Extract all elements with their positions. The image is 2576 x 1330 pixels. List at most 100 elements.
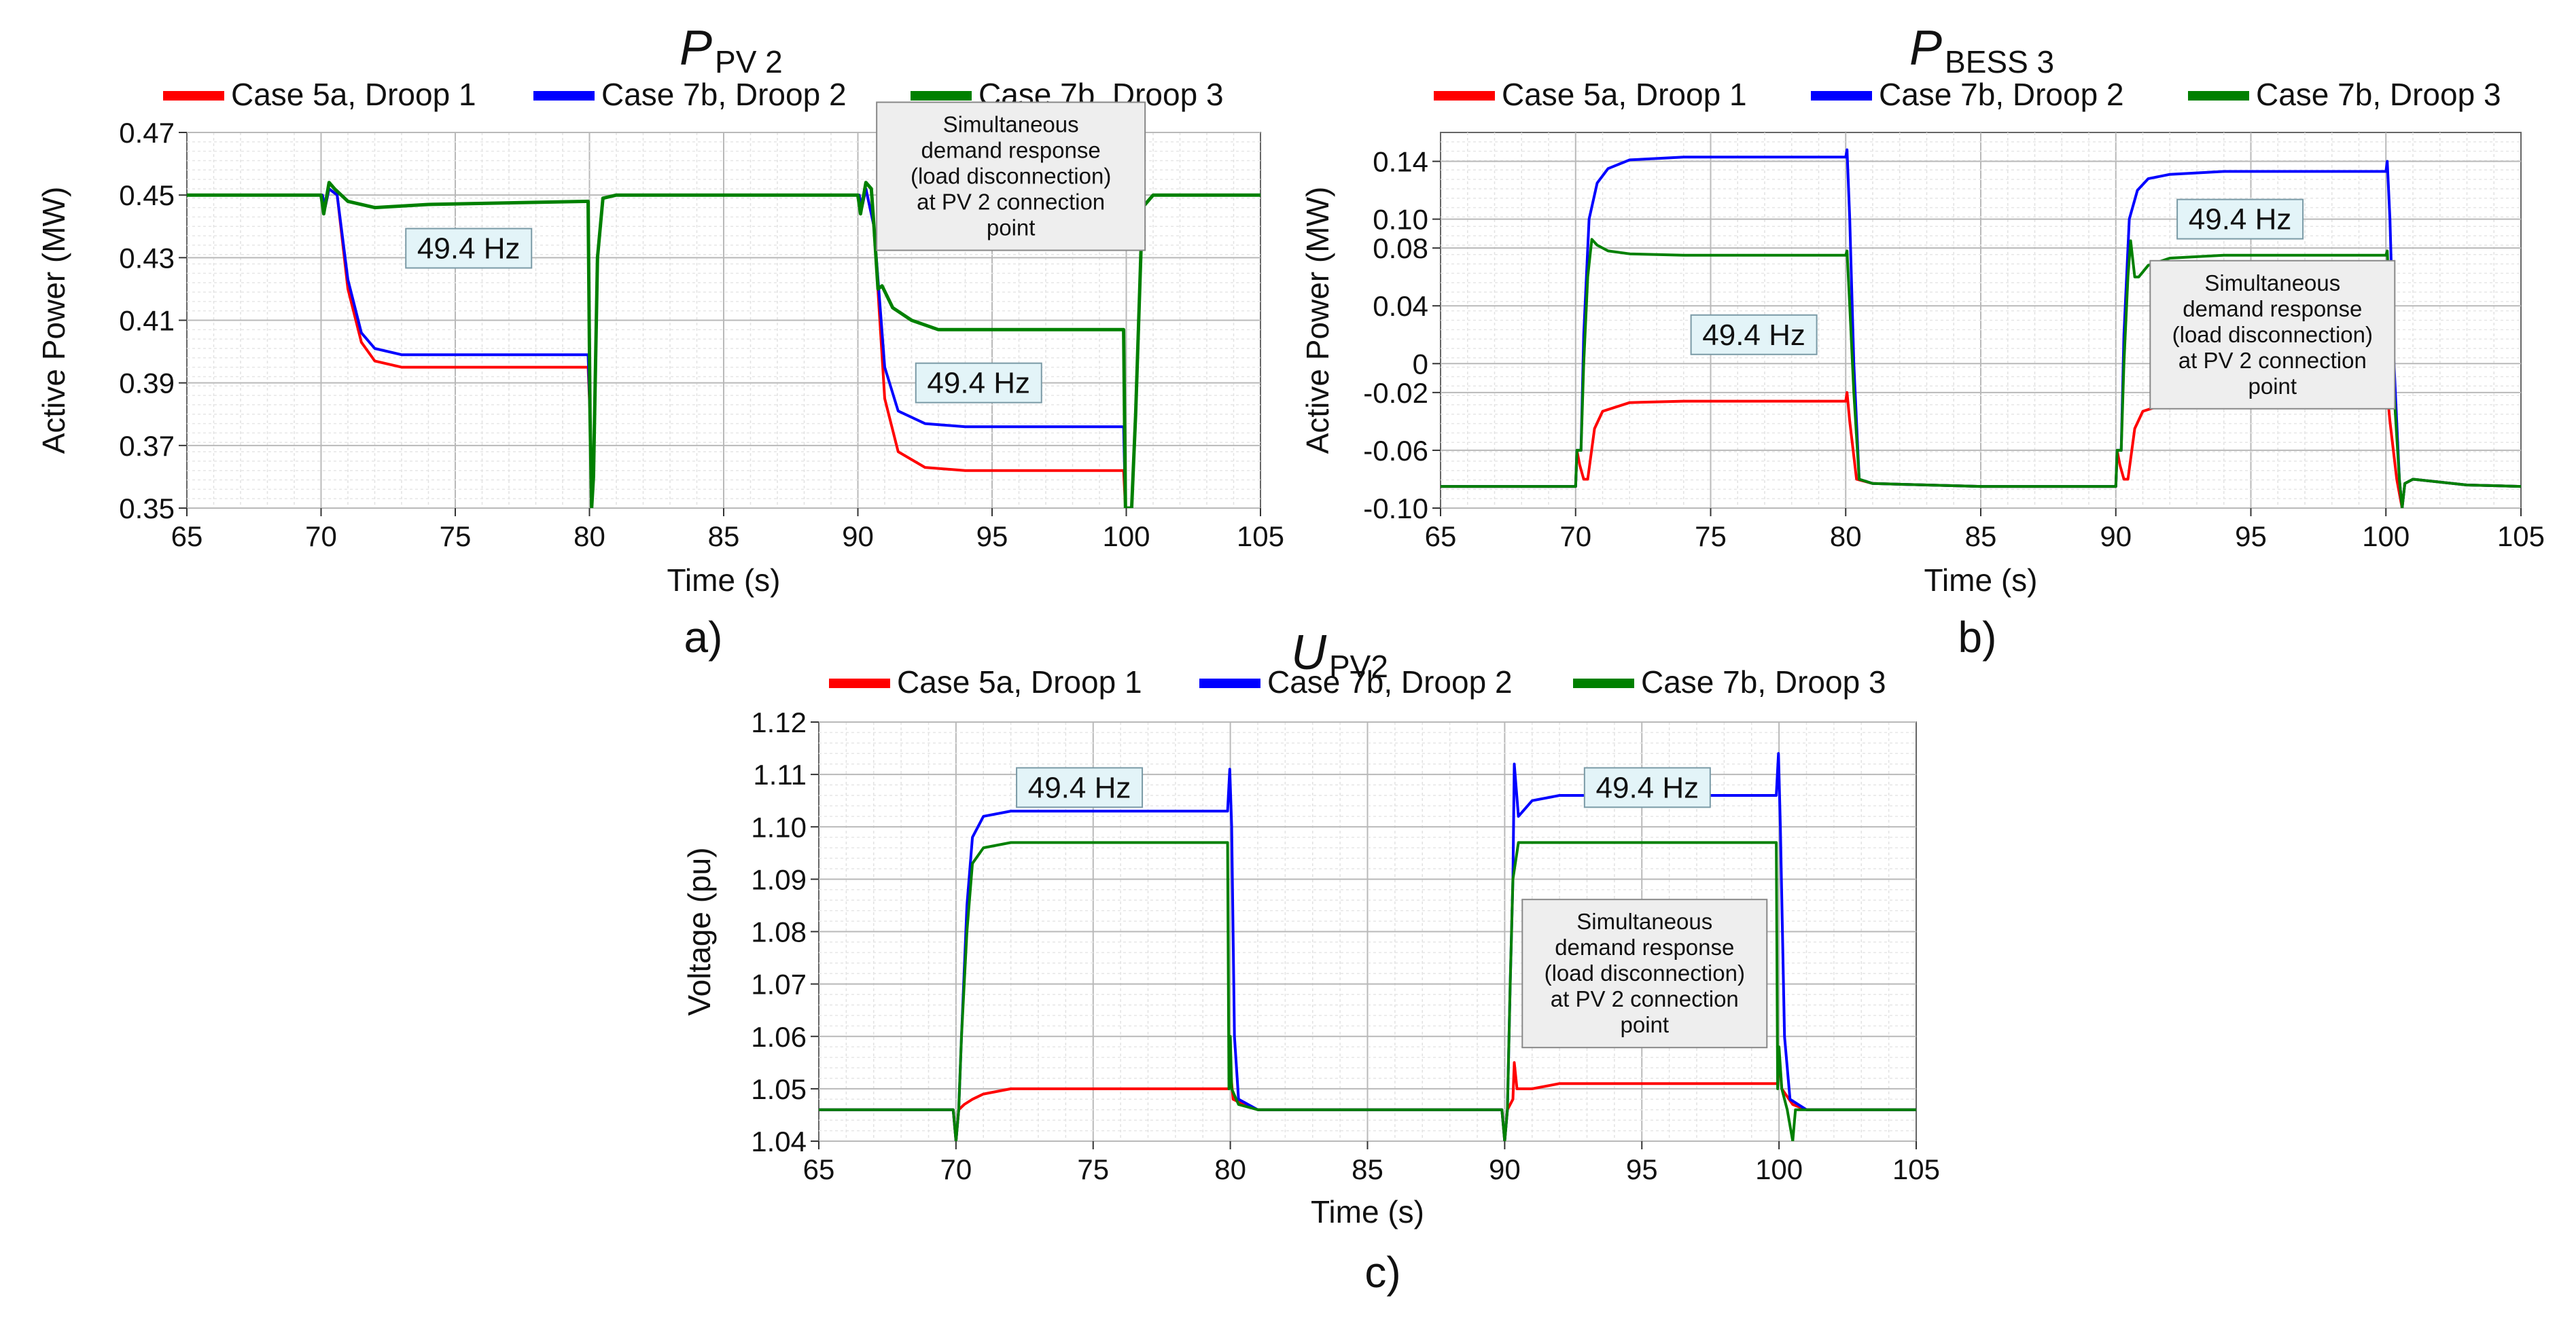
x-tick-label: 75 xyxy=(1695,520,1727,552)
series-line-3 xyxy=(819,841,1916,1141)
x-tick-label: 90 xyxy=(2100,520,2132,552)
y-tick-label: 1.07 xyxy=(751,969,807,1001)
x-tick-label: 100 xyxy=(2362,520,2410,552)
y-tick-label: 0.45 xyxy=(119,179,175,211)
legend-label: Case 5a, Droop 1 xyxy=(897,664,1142,700)
x-tick-label: 105 xyxy=(1237,520,1284,552)
freq-annotation-text: 49.4 Hz xyxy=(2189,203,2292,236)
panel-label: b) xyxy=(1958,613,1997,662)
x-axis-label: Time (s) xyxy=(667,562,781,598)
y-tick-label: 0.41 xyxy=(119,305,175,337)
y-tick-label: 0.08 xyxy=(1373,232,1428,264)
x-tick-label: 75 xyxy=(440,520,472,552)
x-tick-label: 90 xyxy=(842,520,874,552)
x-axis-label: Time (s) xyxy=(1924,562,2038,598)
x-tick-label: 95 xyxy=(1626,1153,1658,1185)
legend-label: Case 7b, Droop 2 xyxy=(601,77,847,112)
y-tick-label: 0.39 xyxy=(119,367,175,399)
legend-label: Case 5a, Droop 1 xyxy=(231,77,476,112)
freq-annotation: 49.4 Hz xyxy=(1690,314,1818,355)
y-tick-label: 0.37 xyxy=(119,430,175,462)
y-axis-label: Active Power (MW) xyxy=(1300,187,1335,454)
freq-annotation-text: 49.4 Hz xyxy=(1702,319,1805,352)
note-annotation-box xyxy=(876,101,1146,251)
note-annotation-line: demand response xyxy=(921,138,1101,163)
x-tick-label: 70 xyxy=(1559,520,1591,552)
y-tick-label: 0.04 xyxy=(1373,290,1428,322)
legend-label: Case 7b, Droop 3 xyxy=(2256,77,2501,112)
y-tick-label: -0.06 xyxy=(1363,435,1428,467)
panel-label: a) xyxy=(684,613,723,662)
series-line-3 xyxy=(187,181,1260,508)
freq-annotation: 49.4 Hz xyxy=(2176,198,2304,240)
x-tick-label: 70 xyxy=(940,1153,972,1185)
x-tick-label: 80 xyxy=(1830,520,1862,552)
x-tick-label: 85 xyxy=(1352,1153,1383,1185)
y-tick-label: 1.04 xyxy=(751,1126,807,1157)
note-annotation-line: Simultaneous xyxy=(1576,909,1712,934)
note-annotation-line: point xyxy=(1621,1012,1670,1037)
freq-annotation-text: 49.4 Hz xyxy=(1028,771,1131,804)
freq-annotation-box xyxy=(1690,314,1818,355)
note-annotation-line: (load disconnection) xyxy=(911,164,1111,189)
note-annotation-line: at PV 2 connection xyxy=(1551,986,1739,1011)
chart-title-sub: PV2 xyxy=(1329,649,1388,684)
chart-title: PBESS 3 xyxy=(1909,21,2054,79)
x-tick-label: 65 xyxy=(1425,520,1457,552)
freq-annotation-text: 49.4 Hz xyxy=(927,367,1030,400)
note-annotation-line: demand response xyxy=(2183,296,2362,321)
note-annotation-box xyxy=(2149,259,2396,410)
y-tick-label: 0.35 xyxy=(119,492,175,524)
y-tick-label: 1.05 xyxy=(751,1073,807,1105)
legend-label: Case 7b, Droop 3 xyxy=(1641,664,1886,700)
y-axis-label: Active Power (MW) xyxy=(36,187,71,454)
chart-title-main: P xyxy=(680,21,712,75)
legend: Case 5a, Droop 1 Case 7b, Droop 2 Case 7b,… xyxy=(1434,77,2501,112)
note-annotation-line: Simultaneous xyxy=(2204,270,2340,295)
x-tick-label: 90 xyxy=(1489,1153,1521,1185)
y-tick-label: 0.14 xyxy=(1373,146,1428,178)
y-tick-label: 0 xyxy=(1413,348,1428,380)
chart-title: UPV2 xyxy=(1291,626,1388,684)
x-tick-label: 85 xyxy=(708,520,740,552)
legend-label: Case 7b, Droop 2 xyxy=(1267,664,1513,700)
x-tick-label: 65 xyxy=(171,520,203,552)
freq-annotation-box xyxy=(1016,767,1144,808)
x-tick-label: 75 xyxy=(1077,1153,1109,1185)
freq-annotation: 49.4 Hz xyxy=(1583,767,1711,808)
note-annotation-line: point xyxy=(987,215,1036,240)
chart-c: 65 70 75 80 85 90 95 100 105 1.04 1.05 1.06 1.07 1.08… xyxy=(682,626,1940,1297)
note-annotation-line: (load disconnection) xyxy=(2172,322,2373,347)
x-tick-label: 85 xyxy=(1965,520,1997,552)
y-tick-label: 0.43 xyxy=(119,242,175,274)
x-tick-label: 80 xyxy=(1214,1153,1246,1185)
legend-label: Case 7b, Droop 2 xyxy=(1879,77,2124,112)
y-tick-label: 1.09 xyxy=(751,863,807,895)
chart-title-sub: PV 2 xyxy=(715,44,783,79)
legend-label: Case 5a, Droop 1 xyxy=(1502,77,1747,112)
chart-title-sub: BESS 3 xyxy=(1945,44,2054,79)
chart-title-main: P xyxy=(1909,21,1942,75)
x-tick-label: 65 xyxy=(803,1153,835,1185)
freq-annotation: 49.4 Hz xyxy=(915,362,1042,403)
note-annotation-line: at PV 2 connection xyxy=(917,190,1105,215)
freq-annotation-box xyxy=(2176,198,2304,240)
note-annotation-line: (load disconnection) xyxy=(1545,960,1745,986)
chart-title-main: U xyxy=(1291,626,1327,680)
freq-annotation-box xyxy=(405,228,533,269)
y-tick-label: 1.10 xyxy=(751,811,807,843)
freq-annotation: 49.4 Hz xyxy=(1016,767,1144,808)
legend: Case 5a, Droop 1 Case 7b, Droop 2 Case 7b,… xyxy=(829,664,1886,700)
x-tick-label: 105 xyxy=(1892,1153,1940,1185)
x-tick-label: 100 xyxy=(1102,520,1150,552)
panel-label: c) xyxy=(1364,1248,1400,1297)
x-tick-label: 70 xyxy=(305,520,337,552)
chart-b: 65 70 75 80 85 90 95 100 105 -0.10 -0.06 -0.020 0.04… xyxy=(1300,21,2545,662)
note-annotation-line: demand response xyxy=(1555,935,1734,960)
x-tick-label: 105 xyxy=(2497,520,2545,552)
